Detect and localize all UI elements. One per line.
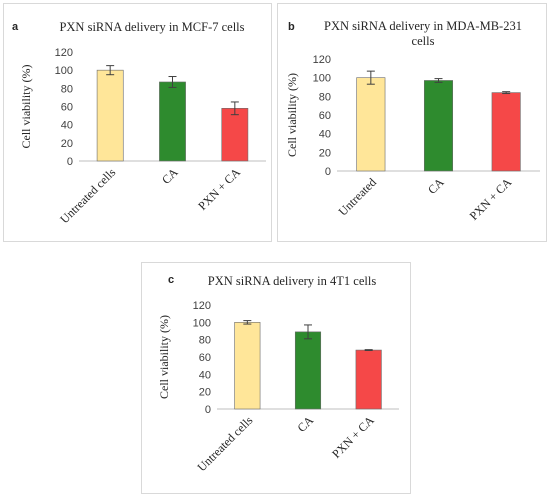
x-tick-label: PXN + CA <box>329 413 377 461</box>
y-tick-label: 40 <box>61 120 73 132</box>
x-tick-label: Untreated <box>336 175 379 218</box>
x-tick-label: CA <box>425 175 447 197</box>
bar <box>234 322 261 410</box>
y-tick-label: 20 <box>61 138 73 150</box>
bar <box>356 77 386 172</box>
x-tick-label: CA <box>159 165 181 187</box>
y-axis-title: Cell viability (%) <box>157 315 171 399</box>
bar <box>96 69 124 162</box>
y-tick-label: 120 <box>55 47 73 59</box>
bar <box>294 331 322 410</box>
x-tick-label: Untreated cells <box>194 413 255 474</box>
error-bar <box>304 324 312 340</box>
chart-title: cells <box>412 34 435 48</box>
y-tick-label: 60 <box>61 102 73 114</box>
error-bar <box>106 65 115 76</box>
chart-panel-b: b PXN siRNA delivery in MDA-MB-231 cells Ce… <box>277 3 547 242</box>
y-axis-title: Cell viability (%) <box>285 73 299 157</box>
y-tick-label: 100 <box>193 317 211 329</box>
y-tick-label: 80 <box>199 335 211 347</box>
y-axis-title: Cell viability (%) <box>19 65 33 149</box>
error-bar <box>434 78 443 83</box>
y-tick-label: 0 <box>325 166 331 178</box>
y-tick-label: 100 <box>313 73 331 85</box>
error-bar <box>230 101 239 116</box>
bar <box>221 108 249 162</box>
y-tick-label: 80 <box>61 83 73 95</box>
x-tick-label: PXN + CA <box>195 165 243 213</box>
chart-c-svg: c PXN siRNA delivery in 4T1 cells Cell via… <box>157 274 399 474</box>
y-tick-label: 120 <box>313 54 331 66</box>
chart-title: PXN siRNA delivery in 4T1 cells <box>208 274 377 288</box>
error-bar <box>364 349 373 351</box>
y-tick-label: 0 <box>67 156 73 168</box>
bar <box>491 92 521 172</box>
error-bar <box>168 76 177 88</box>
x-tick-label: PXN + CA <box>467 175 515 223</box>
chart-a-svg: a PXN siRNA delivery in MCF-7 cells Cell v… <box>12 20 266 226</box>
chart-panel-c: c PXN siRNA delivery in 4T1 cells Cell via… <box>141 262 411 494</box>
y-tick-label: 80 <box>319 91 331 103</box>
y-tick-label: 0 <box>205 404 211 416</box>
bar <box>355 349 382 410</box>
error-bar <box>366 70 375 85</box>
error-bar <box>243 320 252 325</box>
bar <box>159 81 186 162</box>
panel-letter: b <box>288 21 295 33</box>
y-tick-label: 100 <box>55 65 73 77</box>
x-tick-label: CA <box>294 413 316 435</box>
chart-title: PXN siRNA delivery in MCF-7 cells <box>59 20 244 34</box>
error-bar <box>502 91 511 95</box>
y-tick-label: 20 <box>199 387 211 399</box>
y-tick-label: 60 <box>319 110 331 122</box>
y-tick-label: 20 <box>319 147 331 159</box>
y-tick-label: 60 <box>199 352 211 364</box>
chart-panel-a: a PXN siRNA delivery in MCF-7 cells Cell v… <box>3 3 272 242</box>
x-tick-label: Untreated cells <box>57 165 118 226</box>
y-tick-label: 40 <box>319 129 331 141</box>
panel-letter: a <box>12 21 19 33</box>
y-tick-label: 120 <box>193 300 211 312</box>
y-tick-label: 40 <box>199 369 211 381</box>
chart-title: PXN siRNA delivery in MDA-MB-231 <box>324 19 522 33</box>
bar <box>423 80 454 172</box>
panel-letter: c <box>168 274 174 286</box>
